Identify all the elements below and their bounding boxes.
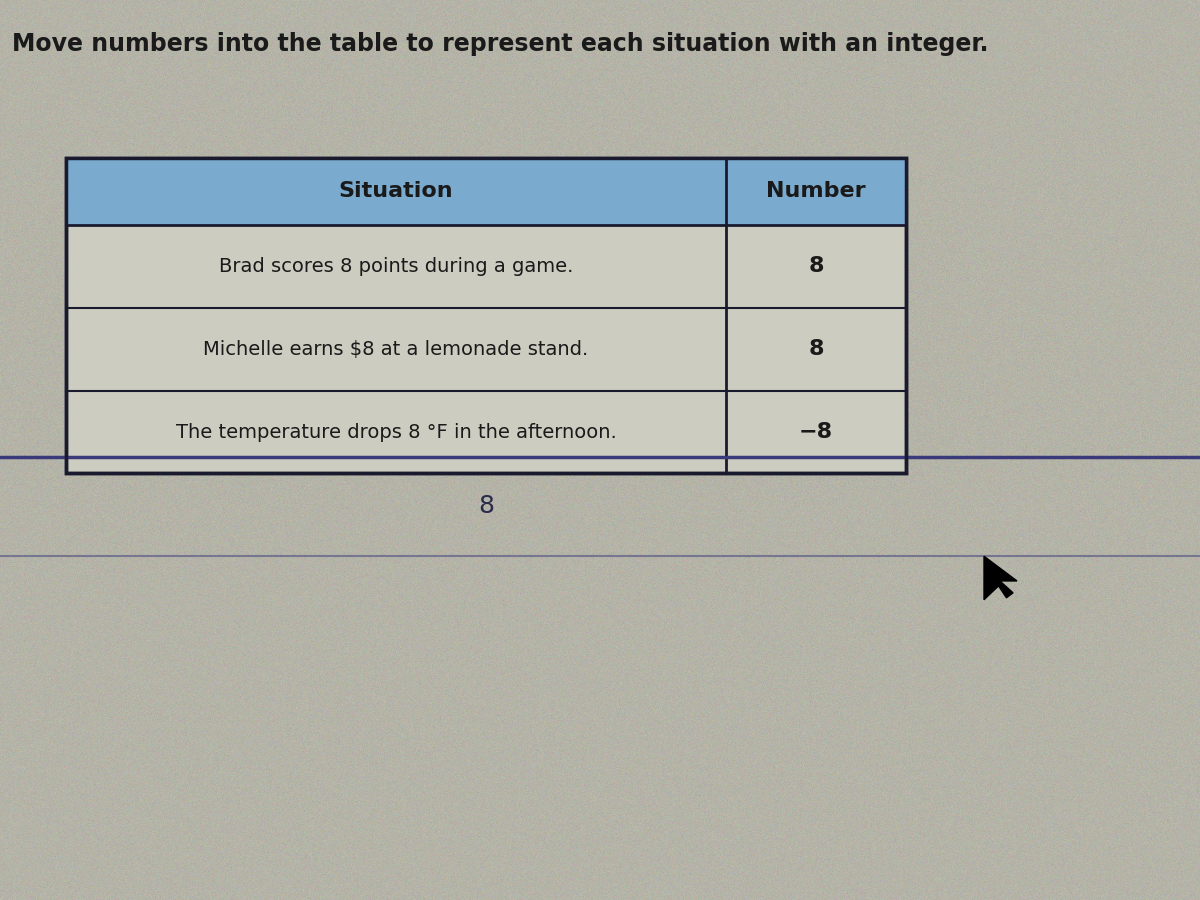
Bar [66, 158, 906, 473]
Bar [66, 158, 906, 473]
Bar [66, 158, 906, 225]
Text: Move numbers into the table to represent each situation with an integer.: Move numbers into the table to represent… [12, 32, 989, 56]
Polygon shape [984, 556, 1016, 599]
Text: −8: −8 [799, 422, 833, 442]
Text: Michelle earns $8 at a lemonade stand.: Michelle earns $8 at a lemonade stand. [203, 339, 589, 359]
Text: Brad scores 8 points during a game.: Brad scores 8 points during a game. [218, 256, 574, 276]
Text: Situation: Situation [338, 181, 454, 202]
Text: 8: 8 [809, 256, 823, 276]
Text: 8: 8 [809, 339, 823, 359]
Text: 8: 8 [478, 494, 494, 518]
Text: The temperature drops 8 °F in the afternoon.: The temperature drops 8 °F in the aftern… [175, 422, 617, 442]
Text: Number: Number [766, 181, 866, 202]
